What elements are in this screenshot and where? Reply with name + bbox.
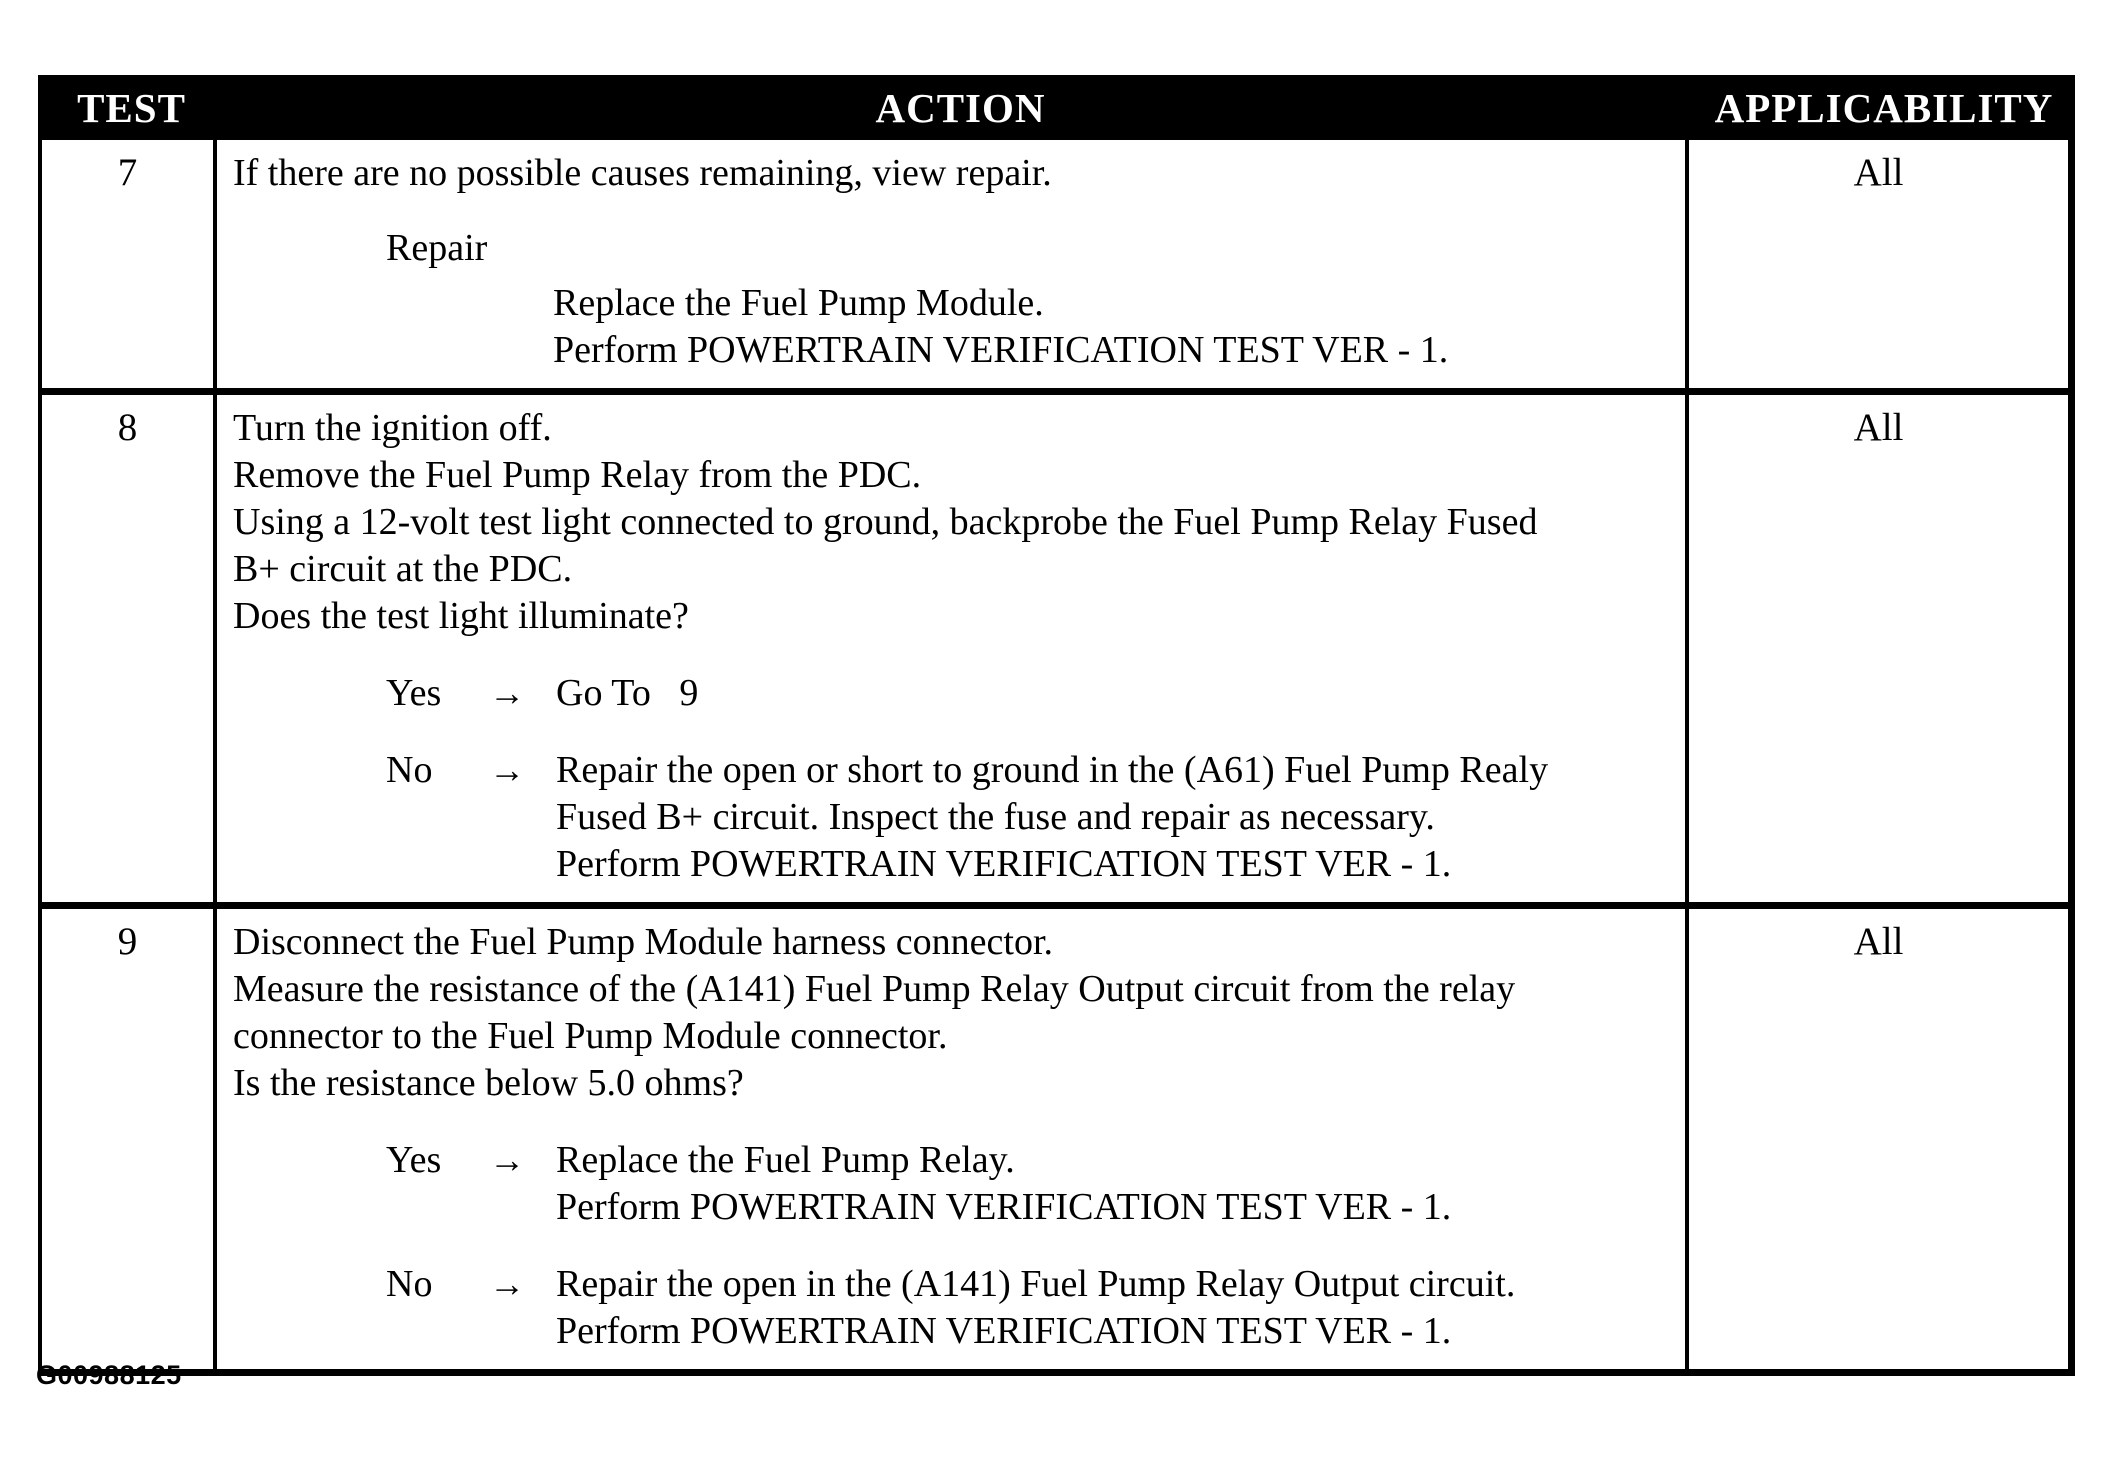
decision-instruction-line: Repair the open in the (A141) Fuel Pump …: [556, 1263, 1516, 1305]
action-line: Remove the Fuel Pump Relay from the PDC.: [233, 454, 922, 496]
decision-instructions: Go To 9: [556, 670, 1675, 717]
diagnostic-table: TEST ACTION APPLICABILITY 7 If there are …: [38, 75, 2075, 1376]
decision-instruction-line: Fused B+ circuit. Inspect the fuse and r…: [556, 796, 1435, 838]
decision-instruction-line: Replace the Fuel Pump Relay.: [556, 1139, 1015, 1181]
action-cell: Disconnect the Fuel Pump Module harness …: [217, 909, 1689, 1369]
action-line: Measure the resistance of the (A141) Fue…: [233, 968, 1516, 1010]
repair-instruction-line: Replace the Fuel Pump Module.: [553, 282, 1044, 324]
action-line: connector to the Fuel Pump Module connec…: [233, 1015, 948, 1057]
repair-instruction-line: Perform POWERTRAIN VERIFICATION TEST VER…: [553, 329, 1449, 371]
action-cell: If there are no possible causes remainin…: [217, 140, 1689, 388]
right-arrow-glyph: →: [489, 673, 525, 713]
decision-instruction-line: Perform POWERTRAIN VERIFICATION TEST VER…: [556, 1186, 1452, 1228]
decision-instruction-line: Go To 9: [556, 672, 699, 714]
action-paragraph: Disconnect the Fuel Pump Module harness …: [233, 919, 1675, 1107]
table-header-row: TEST ACTION APPLICABILITY: [42, 75, 2068, 140]
column-header-action: ACTION: [875, 84, 1046, 131]
figure-code: G00988125: [36, 1360, 182, 1390]
action-line: Using a 12-volt test light connected to …: [233, 501, 1538, 543]
decision-keyword: No: [386, 749, 433, 791]
decision-instruction-line: Repair the open or short to ground in th…: [556, 749, 1549, 791]
table-row: 7 If there are no possible causes remaini…: [42, 140, 2068, 388]
decision-instruction-line: Perform POWERTRAIN VERIFICATION TEST VER…: [556, 1310, 1452, 1352]
decision-keyword: Yes: [386, 672, 442, 714]
table-body: 7 If there are no possible causes remaini…: [42, 140, 2068, 1369]
decision-instructions: Repair the open or short to ground in th…: [556, 747, 1675, 888]
test-number-cell: 8: [42, 395, 217, 902]
applicability-value: All: [1853, 151, 1904, 194]
action-paragraph: Turn the ignition off. Remove the Fuel Pu…: [233, 405, 1675, 640]
action-line: B+ circuit at the PDC.: [233, 548, 573, 590]
decision-keyword: Yes: [386, 1139, 442, 1181]
decision-block-no: No → Repair the open or short to ground in…: [386, 747, 1675, 888]
repair-block: Repair Replace the Fuel Pump Module. Perfo…: [233, 225, 1675, 374]
repair-instructions: Replace the Fuel Pump Module. Perform POW…: [553, 280, 1675, 374]
action-paragraph: If there are no possible causes remainin…: [233, 150, 1675, 197]
action-line: Is the resistance below 5.0 ohms?: [233, 1062, 744, 1104]
applicability-value: All: [1853, 920, 1904, 963]
right-arrow-glyph: →: [489, 750, 525, 790]
table-row: 8 Turn the ignition off. Remove the Fuel P…: [42, 388, 2068, 902]
action-line: Turn the ignition off.: [233, 407, 552, 449]
right-arrow-glyph: →: [489, 1140, 525, 1180]
action-line: If there are no possible causes remainin…: [233, 152, 1052, 194]
column-header-applicability: APPLICABILITY: [1714, 84, 2054, 131]
applicability-value: All: [1853, 406, 1904, 449]
repair-label: Repair: [386, 227, 488, 269]
right-arrow-glyph: →: [489, 1264, 525, 1304]
decision-block-no: No → Repair the open in the (A141) Fuel Pu…: [386, 1261, 1675, 1355]
test-number-cell: 9: [42, 909, 217, 1369]
action-line: Does the test light illuminate?: [233, 595, 689, 637]
test-number-cell: 7: [42, 140, 217, 388]
column-header-test: TEST: [77, 84, 186, 131]
decision-block-yes: Yes → Go To 9: [386, 670, 1675, 717]
decision-keyword: No: [386, 1263, 433, 1305]
decision-instructions: Repair the open in the (A141) Fuel Pump …: [556, 1261, 1675, 1355]
action-cell: Turn the ignition off. Remove the Fuel Pu…: [217, 395, 1689, 902]
decision-instructions: Replace the Fuel Pump Relay. Perform POWE…: [556, 1137, 1675, 1231]
decision-block-yes: Yes → Replace the Fuel Pump Relay. Perform …: [386, 1137, 1675, 1231]
action-line: Disconnect the Fuel Pump Module harness …: [233, 921, 1054, 963]
decision-instruction-line: Perform POWERTRAIN VERIFICATION TEST VER…: [556, 843, 1452, 885]
table-row: 9 Disconnect the Fuel Pump Module harness…: [42, 902, 2068, 1369]
